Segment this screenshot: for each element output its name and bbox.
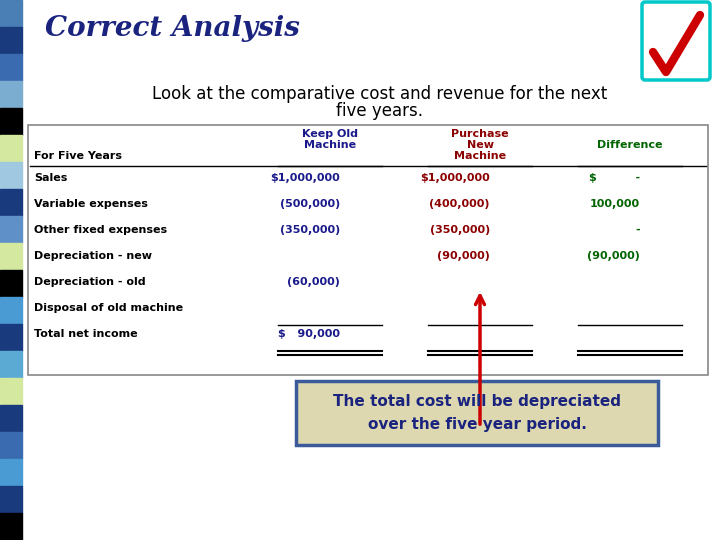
Bar [0,0,22,27]
Bar [0,54,22,81]
Bar [0,108,22,135]
Text: Difference: Difference [598,140,662,150]
Text: five years.: five years. [336,102,423,120]
Text: The total cost will be depreciated
over the five year period.: The total cost will be depreciated over … [333,394,621,431]
Bar [0,351,22,378]
Bar [0,162,22,189]
Text: Keep Old: Keep Old [302,129,358,139]
Text: Machine: Machine [454,151,506,161]
Text: Machine: Machine [304,140,356,150]
Text: Total net income: Total net income [34,329,138,339]
Text: Look at the comparative cost and revenue for the next: Look at the comparative cost and revenue… [153,85,608,103]
FancyBboxPatch shape [642,2,710,80]
Bar [0,324,22,351]
Bar [28,125,708,375]
Bar [0,27,22,54]
Text: (90,000): (90,000) [437,251,490,261]
Text: Correct Analysis: Correct Analysis [45,15,300,42]
Text: Depreciation - old: Depreciation - old [34,277,145,287]
Text: 100,000: 100,000 [590,199,640,209]
Bar [0,270,22,297]
Text: (350,000): (350,000) [430,225,490,235]
Text: $1,000,000: $1,000,000 [420,173,490,183]
Bar [0,486,22,513]
Text: Purchase: Purchase [451,129,509,139]
Text: (90,000): (90,000) [587,251,640,261]
Text: Variable expenses: Variable expenses [34,199,148,209]
Bar [0,513,22,540]
Bar [0,297,22,324]
FancyBboxPatch shape [296,381,658,445]
Bar [0,135,22,162]
Text: (500,000): (500,000) [280,199,340,209]
Bar [0,189,22,216]
Text: Depreciation - new: Depreciation - new [34,251,152,261]
Text: For Five Years: For Five Years [34,151,122,161]
Bar [0,459,22,486]
Bar [0,81,22,108]
Text: $1,000,000: $1,000,000 [270,173,340,183]
Bar [0,405,22,432]
Bar [0,243,22,270]
Text: (60,000): (60,000) [287,277,340,287]
Bar [0,216,22,243]
Text: Sales: Sales [34,173,68,183]
Text: $          -: $ - [589,173,640,183]
Text: (350,000): (350,000) [280,225,340,235]
Text: -: - [635,225,640,235]
Text: $   90,000: $ 90,000 [278,329,340,339]
Text: New: New [467,140,493,150]
Bar [0,432,22,459]
Bar [0,378,22,405]
Text: Disposal of old machine: Disposal of old machine [34,303,183,313]
Text: (400,000): (400,000) [430,199,490,209]
Text: Other fixed expenses: Other fixed expenses [34,225,167,235]
